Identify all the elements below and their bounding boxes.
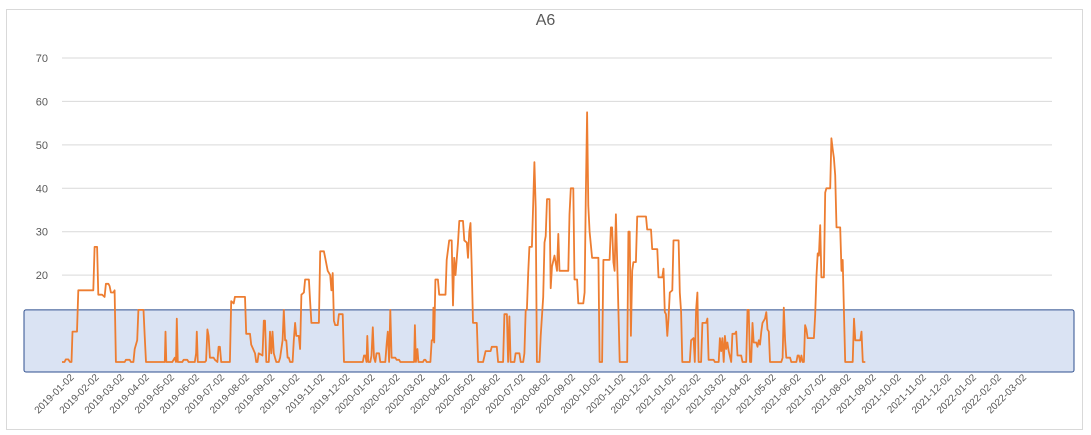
y-tick-label: 70 bbox=[36, 53, 48, 65]
y-tick-label: 20 bbox=[36, 270, 48, 282]
y-tick-label: 50 bbox=[36, 140, 48, 152]
chart-title: A6 bbox=[535, 12, 556, 29]
series-line bbox=[62, 111, 866, 363]
highlight-band bbox=[23, 309, 1075, 373]
y-tick-label: 60 bbox=[36, 96, 48, 108]
y-tick-label: 40 bbox=[36, 183, 48, 195]
y-tick-label: 30 bbox=[36, 227, 48, 239]
